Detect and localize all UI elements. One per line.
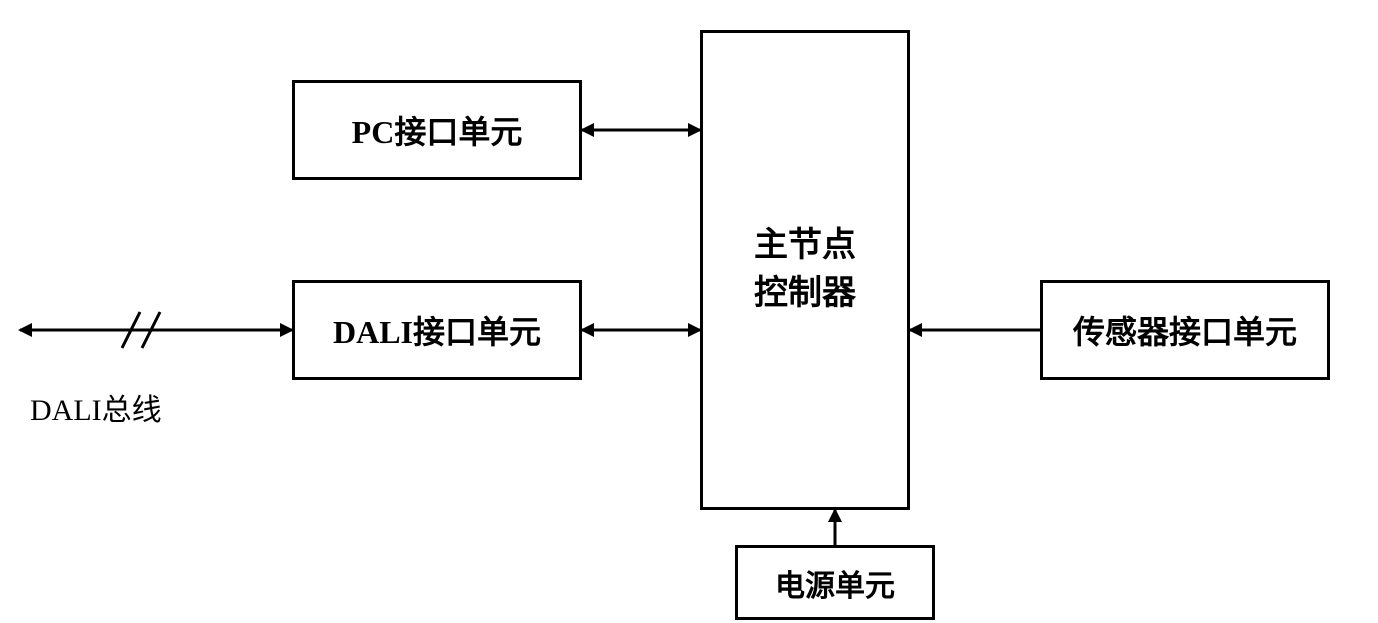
node-label: 主节点 控制器 (754, 222, 856, 317)
bus-slash-icon (122, 312, 140, 348)
diagram-canvas: PC接口单元 DALI接口单元 主节点 控制器 传感器接口单元 电源单元 DAL… (0, 0, 1378, 623)
node-power-unit: 电源单元 (735, 545, 935, 620)
node-label: 电源单元 (775, 561, 895, 605)
bus-slash-icon (142, 312, 160, 348)
node-label: PC接口单元 (352, 107, 523, 153)
bus-label: DALI总线 (30, 385, 162, 429)
node-main-controller: 主节点 控制器 (700, 30, 910, 510)
node-label: DALI接口单元 (333, 307, 541, 353)
node-pc-interface: PC接口单元 (292, 80, 582, 180)
node-sensor-interface: 传感器接口单元 (1040, 280, 1330, 380)
node-dali-interface: DALI接口单元 (292, 280, 582, 380)
node-label: 传感器接口单元 (1073, 307, 1297, 353)
